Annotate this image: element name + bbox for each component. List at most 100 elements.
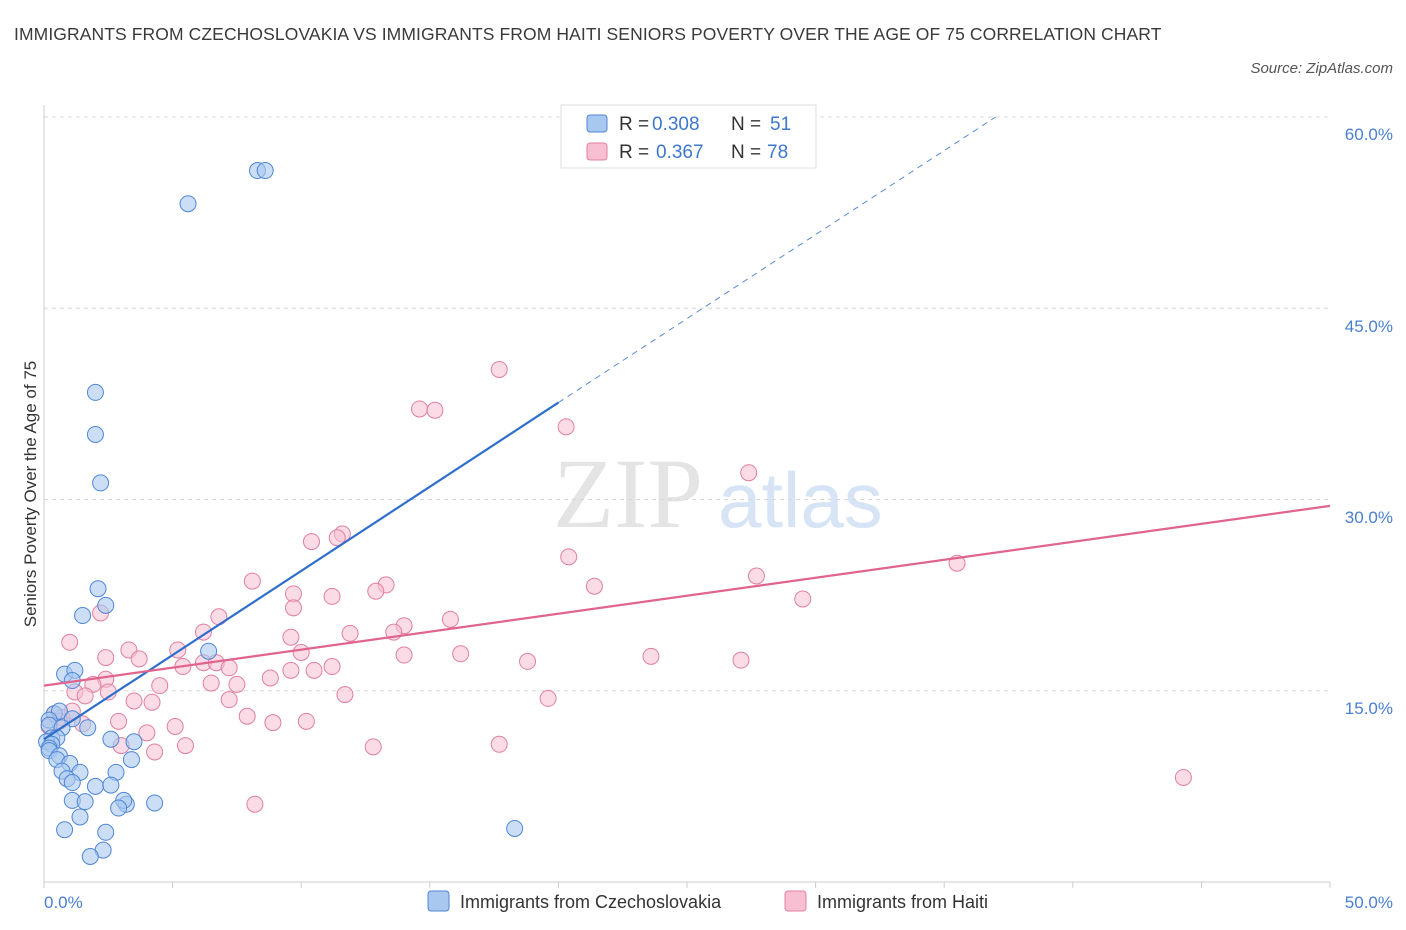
czechoslovakia-point-47 [97, 823, 115, 841]
haiti-point-36 [97, 649, 115, 667]
czechoslovakia-point-44 [110, 799, 128, 817]
grid-lines [44, 116, 1330, 692]
haiti-point-44 [323, 658, 341, 676]
czechoslovakia-point-8 [74, 607, 92, 625]
stats-legend: R = 0.308 N = 51 R = 0.367 N = 78 [560, 104, 817, 169]
bottom-legend-label-czechoslovakia: Immigrants from Czechoslovakia [460, 892, 722, 912]
trend-lines [43, 116, 1331, 741]
haiti-point-6 [302, 533, 320, 551]
haiti-point-42 [305, 661, 323, 679]
haiti-point-14 [367, 582, 385, 600]
haiti-point-55 [143, 693, 161, 711]
haiti-point-56 [336, 686, 354, 704]
x-tick-label-min: 0.0% [44, 893, 83, 912]
czechoslovakia-point-38 [102, 776, 120, 794]
haiti-point-32 [452, 645, 470, 663]
haiti-point-73 [246, 795, 264, 813]
haiti-point-67 [138, 724, 156, 742]
y-tick-label-15: 15.0% [1345, 699, 1393, 718]
haiti-point-34 [732, 651, 750, 669]
czechoslovakia-point-1 [256, 162, 274, 180]
haiti-point-74 [1174, 768, 1192, 786]
czechoslovakia-point-45 [71, 808, 89, 826]
haiti-point-37 [130, 650, 148, 668]
haiti-point-49 [202, 674, 220, 692]
haiti-point-54 [125, 692, 143, 710]
haiti-point-66 [166, 717, 184, 735]
haiti-point-18 [284, 599, 302, 617]
legend-n-value-2: 78 [767, 142, 788, 163]
haiti-point-62 [110, 712, 128, 730]
haiti-point-43 [282, 661, 300, 679]
haiti-point-40 [220, 659, 238, 677]
bottom-legend-swatch-czechoslovakia [427, 890, 450, 912]
legend-r-value-1: 0.308 [652, 114, 700, 135]
haiti-point-0 [490, 360, 508, 378]
y-tick-label-30: 30.0% [1345, 508, 1393, 527]
czechoslovakia-point-5 [92, 474, 110, 492]
czechoslovakia-point-30 [122, 751, 140, 769]
haiti-point-17 [794, 590, 812, 608]
haiti-point-24 [341, 624, 359, 642]
haiti-point-8 [560, 548, 578, 566]
czechoslovakia-point-50 [81, 848, 99, 865]
series-haiti-points [40, 360, 1192, 813]
czechoslovakia-point-4 [86, 425, 104, 443]
haiti-point-15 [323, 587, 341, 605]
czechoslovakia-point-19 [79, 719, 97, 737]
legend-r-label-2: R = [619, 142, 649, 163]
haiti-point-11 [243, 572, 261, 590]
legend-n-label-2: N = [731, 142, 761, 163]
czechoslovakia-point-25 [125, 733, 143, 751]
haiti-point-27 [61, 633, 79, 651]
x-tick-label-max: 50.0% [1345, 893, 1393, 912]
czechoslovakia-point-46 [56, 821, 74, 839]
haiti-point-31 [395, 646, 413, 664]
watermark-zip: ZIP [553, 438, 703, 549]
chart-title: IMMIGRANTS FROM CZECHOSLOVAKIA VS IMMIGR… [14, 24, 1162, 44]
haiti-point-2 [426, 401, 444, 419]
haiti-point-64 [297, 712, 315, 730]
haiti-point-25 [282, 628, 300, 646]
haiti-point-57 [539, 689, 557, 707]
haiti-point-70 [364, 738, 382, 756]
czechoslovakia-point-36 [63, 774, 81, 792]
legend-r-label-1: R = [619, 114, 649, 135]
haiti-trend-line [43, 504, 1331, 687]
series-czechoslovakia-points [38, 162, 524, 865]
legend-swatch-czechoslovakia [586, 114, 608, 133]
haiti-point-26 [194, 623, 212, 641]
legend-swatch-haiti [586, 142, 608, 161]
haiti-point-65 [264, 714, 282, 732]
haiti-point-45 [261, 669, 279, 687]
czechoslovakia-point-3 [86, 383, 104, 401]
czechoslovakia-point-40 [76, 793, 94, 811]
haiti-point-59 [220, 691, 238, 709]
czechoslovakia-point-7 [97, 596, 115, 614]
haiti-point-4 [740, 464, 758, 482]
czechoslovakia-point-37 [86, 777, 104, 795]
legend-n-value-1: 51 [770, 114, 791, 135]
haiti-point-7 [328, 529, 346, 547]
haiti-point-68 [490, 735, 508, 753]
haiti-point-63 [238, 707, 256, 725]
czechoslovakia-point-24 [102, 730, 120, 748]
haiti-point-3 [557, 418, 575, 436]
source-label: Source: ZipAtlas.com [1250, 60, 1393, 77]
haiti-point-35 [519, 652, 537, 670]
haiti-point-1 [411, 400, 429, 418]
haiti-point-72 [146, 743, 164, 761]
y-tick-label-45: 45.0% [1345, 317, 1393, 336]
haiti-point-33 [642, 647, 660, 665]
haiti-point-71 [176, 737, 194, 755]
legend-r-value-2: 0.367 [656, 142, 704, 163]
czechoslovakia-point-9 [200, 642, 218, 660]
czechoslovakia-point-2 [179, 195, 197, 213]
bottom-legend-swatch-haiti [784, 890, 807, 912]
legend-n-label-1: N = [731, 114, 761, 135]
haiti-point-10 [747, 567, 765, 585]
bottom-legend-label-haiti: Immigrants from Haiti [817, 892, 988, 912]
haiti-point-53 [76, 687, 94, 705]
czechoslovakia-point-42 [146, 794, 164, 812]
